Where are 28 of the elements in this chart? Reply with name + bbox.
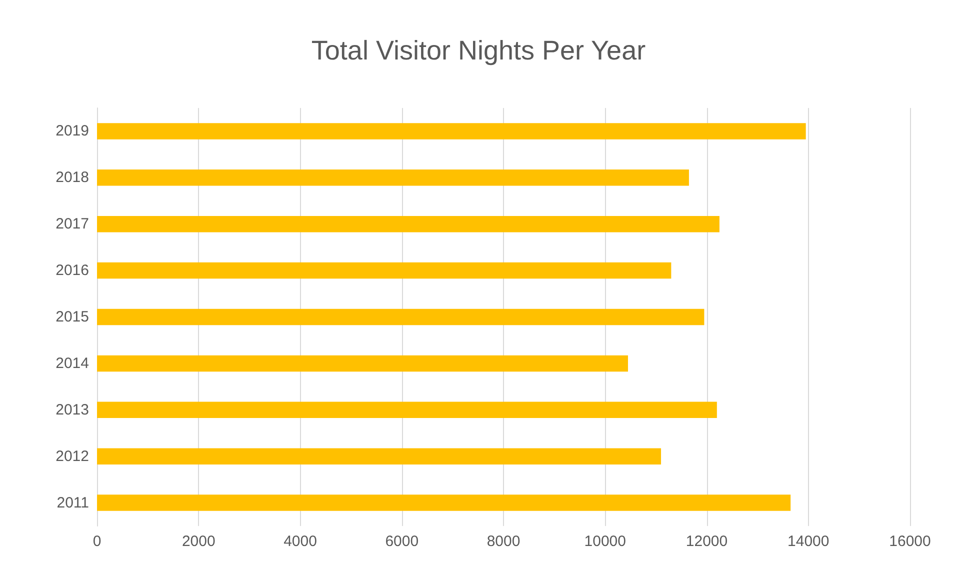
x-tick-label: 14000: [788, 533, 830, 550]
bar: [97, 262, 672, 279]
bar: [97, 170, 689, 186]
x-tick-label: 6000: [385, 533, 419, 550]
y-tick-label: 2014: [56, 354, 89, 372]
bar: [97, 355, 628, 372]
y-tick-label: 2018: [56, 169, 89, 186]
y-tick-label: 2019: [56, 122, 89, 140]
x-tick-label: 0: [92, 533, 102, 550]
bar: [97, 494, 791, 511]
x-tick-label: 12000: [686, 533, 728, 550]
bar: [97, 123, 806, 140]
y-tick-label: 2012: [56, 448, 89, 465]
bar: [97, 308, 704, 326]
chart-title: Total Visitor Nights Per Year: [311, 36, 646, 66]
bar: [97, 216, 720, 232]
x-tick-label: 8000: [486, 533, 520, 550]
x-tick-label: 2000: [182, 533, 216, 550]
y-tick-label: 2016: [56, 262, 89, 280]
x-tick-label: 10000: [584, 533, 626, 550]
bar: [97, 402, 717, 418]
y-tick-label: 2013: [56, 401, 89, 418]
x-tick-label: 4000: [284, 533, 317, 550]
bar: [97, 448, 662, 464]
x-tick-label: 16000: [889, 533, 931, 550]
y-tick-label: 2015: [56, 308, 89, 326]
y-tick-label: 2017: [56, 216, 89, 233]
y-tick-label: 2011: [56, 494, 89, 512]
